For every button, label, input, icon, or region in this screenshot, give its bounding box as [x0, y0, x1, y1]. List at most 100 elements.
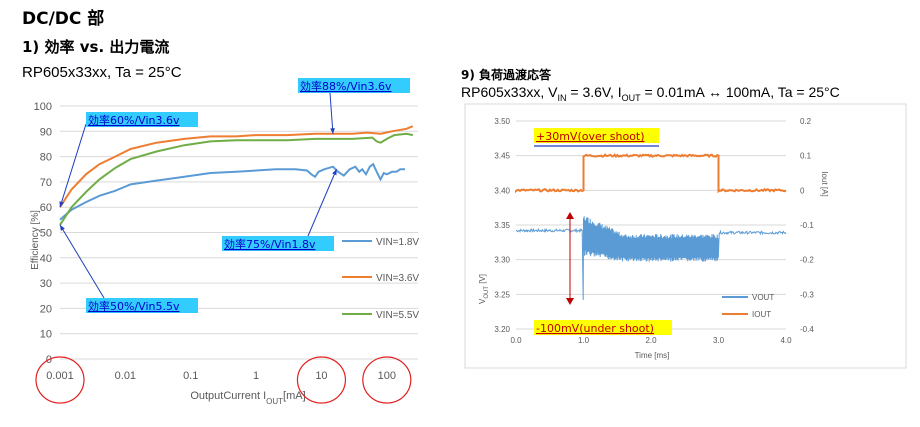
y-tick-label: 3.45 — [494, 152, 510, 161]
tick-circle — [35, 356, 85, 404]
y2-tick-label: 0.1 — [800, 152, 812, 161]
eff-xlabel-part-0: OutputCurrent I — [190, 390, 266, 402]
tr-ylabel-part-2: [V] — [478, 274, 487, 286]
y2-tick-label: -0.2 — [800, 256, 814, 265]
annotation-arrowhead — [332, 169, 337, 176]
legend-label: IOUT — [752, 310, 771, 319]
y2-tick-label: -0.1 — [800, 221, 814, 230]
annotation-arrow — [59, 224, 105, 299]
x-tick-label: 0.001 — [46, 370, 74, 382]
annotation-text: +30mV(over shoot) — [536, 130, 645, 143]
section-heading-load-transient: 9) 負荷過渡応答 — [461, 68, 552, 82]
y-tick-label: 3.25 — [494, 290, 510, 299]
legend-label: VIN=1.8V — [376, 237, 419, 248]
series-line-VIN=3.6V — [59, 125, 414, 208]
annotation-arrowhead — [59, 201, 64, 208]
annotation-text: 効率60%/Vin3.6v — [88, 113, 180, 127]
transient-y-ticks: 3.20 3.25 3.30 3.35 3.40 3.45 3.50 — [494, 117, 510, 334]
annotation-box — [86, 112, 198, 127]
y2-tick-label: -0.3 — [800, 290, 814, 299]
transient-annotations: +30mV(over shoot) -100mV(under shoot) — [534, 128, 672, 335]
section-heading-efficiency: 1) 効率 vs. 出力電流 — [22, 38, 170, 56]
annotation-box — [86, 298, 198, 313]
series-line-VOUT — [515, 216, 787, 300]
transient-legend: VOUT IOUT — [722, 293, 774, 319]
x-tick-label: 1 — [253, 370, 259, 382]
annotation-arrow — [329, 92, 334, 134]
y-tick-label: 80 — [40, 152, 52, 164]
y-tick-label: 30 — [40, 278, 52, 290]
cond2-part-4: = 0.01mA ↔ 100mA, Ta = 25°C — [640, 84, 840, 100]
annotation-text: 効率88%/Vin3.6v — [300, 79, 392, 93]
transient-y-axis-label: VOUT [V] — [478, 274, 490, 304]
y2-tick-label: 0.2 — [800, 117, 812, 126]
annotation-text: 効率75%/Vin1.8v — [224, 237, 316, 251]
tick-circle — [362, 356, 412, 404]
transient-y2-ticks: -0.4 -0.3 -0.2 -0.1 0 0.1 0.2 — [800, 117, 814, 334]
efficiency-x-axis-label: OutputCurrent IOUT[mA] — [190, 390, 305, 406]
efficiency-legend: VIN=1.8V VIN=3.6V VIN=5.5V — [342, 237, 419, 321]
cond2-part-0: RP605x33xx, V — [461, 84, 558, 100]
annotation-box — [298, 78, 410, 93]
y-tick-label: 40 — [40, 253, 52, 265]
y2-tick-label: 0 — [800, 186, 805, 195]
page-title: DC/DC 部 — [22, 9, 105, 29]
y-tick-label: 3.50 — [494, 117, 510, 126]
x-tick-label: 0.1 — [183, 370, 198, 382]
tr-ylabel-sub: OUT — [484, 286, 490, 299]
annotation-text: 効率50%/Vin5.5v — [88, 299, 180, 313]
transient-series — [515, 153, 787, 300]
tick-circle — [296, 356, 347, 404]
transient-conditions: RP605x33xx, VIN = 3.6V, IOUT = 0.01mA ↔ … — [461, 84, 840, 103]
efficiency-conditions: RP605x33xx, Ta = 25°C — [22, 64, 182, 81]
efficiency-x-ticks: 0.001 0.01 0.1 1 10 100 — [46, 370, 396, 382]
y2-tick-label: -0.4 — [800, 325, 814, 334]
efficiency-series — [59, 125, 414, 226]
x-tick-label: 3.0 — [713, 336, 725, 345]
efficiency-grid — [60, 105, 418, 360]
series-line-IOUT — [515, 153, 787, 194]
y-tick-label: 100 — [34, 101, 52, 113]
y-tick-label: 50 — [40, 228, 52, 240]
transient-x-ticks: 0.0 1.0 2.0 3.0 4.0 — [510, 336, 792, 345]
annotation-arrowhead — [60, 224, 65, 231]
circled-ticks — [35, 356, 412, 404]
undershoot-arrowhead — [566, 212, 574, 219]
efficiency-annotations: 効率88%/Vin3.6v 効率60%/Vin3.6v 効率75%/Vin1.8v 効… — [59, 78, 410, 313]
y-tick-label: 3.30 — [494, 256, 510, 265]
transient-y2-axis-label: Iout [A] — [820, 171, 829, 196]
cond2-sub-in: IN — [557, 92, 567, 103]
tr-ylabel-part-0: V — [478, 298, 487, 304]
annotation-arrow — [59, 123, 87, 208]
series-line-VIN=5.5V — [59, 132, 414, 226]
eff-xlabel-sub: OUT — [266, 397, 283, 406]
annotation-box — [534, 320, 672, 335]
annotation-box — [222, 236, 334, 251]
annotation-box — [534, 128, 659, 143]
transient-chart-frame — [464, 103, 907, 369]
efficiency-y-axis-label: Efficiency [%] — [30, 210, 41, 270]
y-tick-label: 90 — [40, 126, 52, 138]
annotation-arrow — [307, 169, 337, 237]
x-tick-label: 100 — [378, 370, 396, 382]
x-tick-label: 4.0 — [780, 336, 792, 345]
y-tick-label: 20 — [40, 303, 52, 315]
legend-label: VIN=3.6V — [376, 273, 419, 284]
y-tick-label: 3.20 — [494, 325, 510, 334]
x-tick-label: 0.0 — [510, 336, 522, 345]
annotation-text: -100mV(under shoot) — [536, 322, 654, 335]
cond2-part-2: = 3.6V, I — [566, 84, 622, 100]
annotation-arrowhead — [330, 128, 335, 134]
y-tick-label: 3.40 — [494, 186, 510, 195]
legend-label: VIN=5.5V — [376, 310, 419, 321]
y-tick-label: 3.35 — [494, 221, 510, 230]
x-tick-label: 0.01 — [115, 370, 136, 382]
x-tick-label: 1.0 — [578, 336, 590, 345]
cond2-sub-out: OUT — [621, 92, 641, 103]
y-tick-label: 10 — [40, 329, 52, 341]
undershoot-arrowhead — [566, 298, 574, 305]
transient-x-axis-label: Time [ms] — [635, 351, 670, 360]
